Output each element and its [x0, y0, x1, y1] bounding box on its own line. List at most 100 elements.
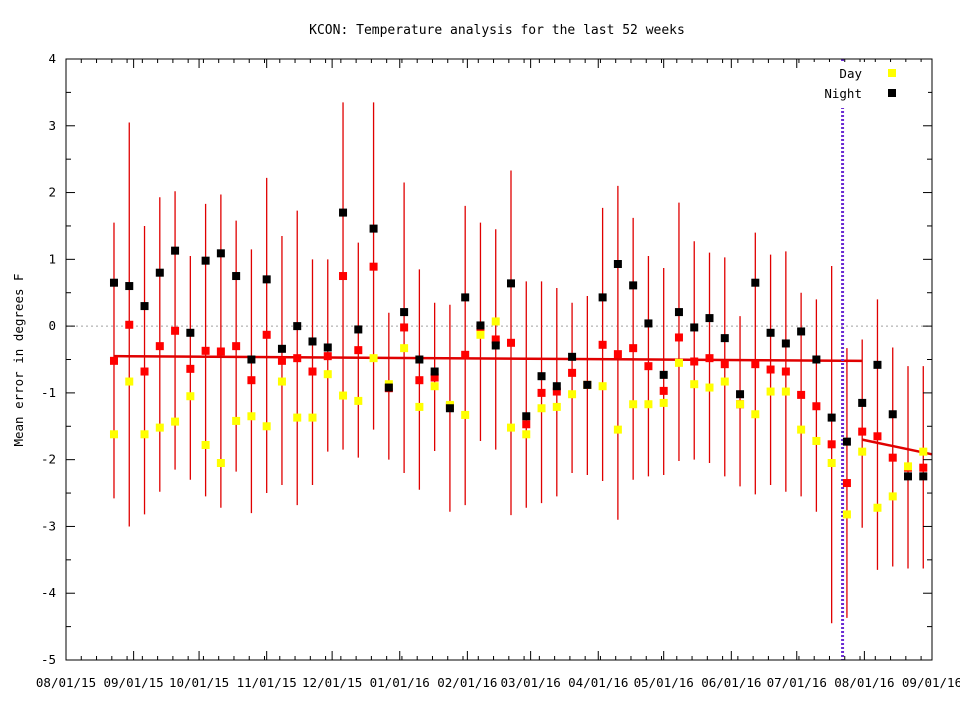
night-point: [262, 275, 271, 284]
day-point: [186, 392, 195, 401]
overall-point: [919, 463, 928, 472]
y-tick-label: -2: [41, 452, 56, 467]
trend-line: [113, 354, 863, 363]
day-point: [506, 423, 515, 432]
overall-point: [659, 386, 668, 395]
overall-point: [109, 356, 118, 365]
legend-label-night: Night: [824, 86, 862, 101]
day-point: [369, 354, 378, 363]
overall-point: [430, 373, 439, 382]
overall-point: [888, 453, 897, 462]
night-point: [644, 319, 653, 328]
day-point: [919, 447, 928, 456]
y-tick-label: 1: [48, 251, 56, 266]
x-tick-label: 07/01/16: [767, 675, 827, 690]
night-point: [400, 308, 409, 317]
night-point: [904, 472, 913, 481]
day-point: [781, 387, 790, 396]
overall-point: [140, 367, 149, 376]
x-tick-label: 04/01/16: [568, 675, 628, 690]
night-point: [354, 325, 363, 334]
day-point: [873, 503, 882, 512]
day-point: [125, 377, 134, 386]
night-point: [629, 281, 638, 290]
overall-point: [506, 338, 515, 347]
overall-point: [766, 365, 775, 374]
night-point: [568, 352, 577, 361]
day-point: [751, 410, 760, 419]
day-point: [812, 436, 821, 445]
day-point: [674, 358, 683, 367]
overall-point: [613, 350, 622, 359]
overall-point: [690, 357, 699, 366]
night-point: [858, 398, 867, 407]
night-point: [522, 412, 531, 421]
night-point: [812, 355, 821, 364]
night-point: [232, 272, 241, 281]
overall-point: [232, 342, 241, 351]
day-point: [140, 430, 149, 439]
overall-point: [568, 368, 577, 377]
overall-point: [552, 387, 561, 396]
overall-point: [323, 352, 332, 361]
day-point: [354, 396, 363, 405]
overall-point: [797, 390, 806, 399]
day-point: [491, 317, 500, 326]
day-point: [109, 430, 118, 439]
overall-point: [827, 440, 836, 449]
night-point: [445, 404, 454, 413]
night-point: [705, 314, 714, 323]
day-point: [888, 492, 897, 501]
day-point: [262, 422, 271, 431]
day-point: [644, 400, 653, 409]
day-point: [904, 462, 913, 471]
day-point: [216, 459, 225, 468]
overall-point: [537, 388, 546, 397]
legend-background: [808, 62, 928, 108]
y-tick-label: 3: [48, 118, 56, 133]
night-point: [323, 343, 332, 352]
day-point: [430, 382, 439, 391]
day-point: [568, 390, 577, 399]
x-tick-label: 06/01/16: [701, 675, 761, 690]
y-tick-label: -5: [41, 652, 56, 667]
night-point: [308, 337, 317, 346]
day-point: [171, 417, 180, 426]
night-point: [842, 437, 851, 446]
y-tick-label: 0: [48, 318, 56, 333]
day-point: [400, 344, 409, 353]
overall-point: [858, 427, 867, 436]
overall-point: [598, 340, 607, 349]
day-point: [201, 440, 210, 449]
day-point: [827, 459, 836, 468]
night-point: [598, 293, 607, 302]
x-tick-label: 11/01/15: [237, 675, 297, 690]
night-point: [125, 282, 134, 291]
night-point: [552, 382, 561, 391]
day-point: [232, 416, 241, 425]
night-point: [537, 372, 546, 381]
overall-point: [812, 402, 821, 411]
night-point: [690, 323, 699, 332]
legend-swatch-night: [888, 89, 896, 97]
night-point: [109, 278, 118, 287]
night-point: [797, 327, 806, 336]
y-axis-label: Mean error in degrees F: [11, 273, 26, 446]
overall-point: [644, 362, 653, 371]
night-point: [339, 208, 348, 217]
day-point: [705, 383, 714, 392]
overall-point: [171, 326, 180, 335]
x-tick-label: 10/01/15: [169, 675, 229, 690]
night-point: [888, 410, 897, 419]
day-point: [277, 377, 286, 386]
overall-point: [277, 356, 286, 365]
plot-area: -5 -4 -3 -2 -1 0 1 2 3 4 08/01/15 09/01/15 10/01/15 1…: [36, 51, 960, 690]
night-point: [461, 293, 470, 302]
day-point: [659, 398, 668, 407]
night-point: [751, 278, 760, 287]
night-point: [186, 328, 195, 337]
night-point: [506, 279, 515, 288]
day-point: [537, 404, 546, 413]
x-tick-label: 12/01/15: [302, 675, 362, 690]
